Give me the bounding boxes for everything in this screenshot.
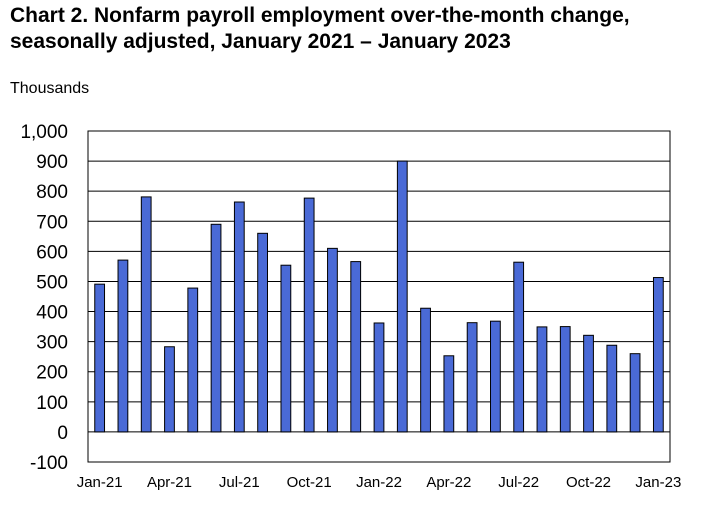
x-axis-tick-labels: Jan-21 Apr-21 Jul-21 Oct-21 Jan-22 Apr-22 Jul-… [77, 474, 682, 491]
bar: Jul-22 [513, 261, 525, 433]
bar: Sep-21 [280, 264, 292, 433]
bar: Dec-22 [629, 353, 641, 433]
bar: Mar-21 [140, 196, 152, 433]
bar: Jan-23 [652, 277, 664, 433]
x-tick-label: Oct-22 [566, 474, 611, 491]
bar: May-22 [466, 322, 478, 433]
x-tick-label: Jan-23 [635, 474, 681, 491]
x-tick-label: Apr-21 [147, 474, 192, 491]
x-tick-label: Jan-22 [356, 474, 402, 491]
chart-title-line-1: Chart 2. Nonfarm payroll employment over… [10, 4, 630, 27]
bar: Apr-22 [443, 355, 455, 433]
bar: Sep-22 [559, 326, 571, 433]
bar: Nov-22 [606, 344, 618, 433]
bar: Jun-22 [490, 320, 501, 433]
bar: Feb-22 [396, 160, 408, 433]
bar: Aug-22 [536, 326, 548, 433]
x-tick-label: Jul-22 [498, 474, 539, 491]
y-tick-label: 0 [57, 423, 68, 444]
bar: Oct-22 [583, 334, 594, 433]
bar: Aug-21 [257, 232, 268, 433]
x-tick-label: Jan-21 [77, 474, 123, 491]
x-tick-label: Oct-21 [287, 474, 332, 491]
y-tick-label: 800 [36, 182, 68, 203]
bar-series: Jan-21 Feb-21 Mar-21 Apr-21 May-21 Jun-21 Jul-… [94, 160, 664, 433]
bar: Feb-21 [117, 259, 129, 433]
y-tick-label: -100 [30, 453, 68, 474]
y-tick-label: 900 [36, 152, 68, 173]
bar: Nov-21 [327, 247, 338, 433]
bar: Jun-21 [210, 223, 222, 433]
y-tick-label: 600 [36, 242, 68, 263]
x-tick-label: Jul-21 [219, 474, 260, 491]
chart-title-line-2: seasonally adjusted, January 2021 – Janu… [10, 30, 511, 53]
y-tick-label: 700 [36, 212, 68, 233]
y-tick-label: 300 [36, 333, 68, 354]
y-tick-label: 100 [36, 393, 68, 414]
bar: May-21 [187, 287, 199, 433]
bar: Oct-21 [303, 197, 315, 433]
y-axis-unit-label: Thousands [10, 80, 90, 97]
bar: Mar-22 [420, 307, 431, 433]
bar: Jan-21 [94, 283, 106, 433]
plot-area-frame [87, 130, 671, 463]
bar: Apr-21 [164, 346, 175, 433]
y-tick-label: 500 [36, 272, 68, 293]
y-tick-label: 200 [36, 363, 68, 384]
bar: Jan-22 [373, 322, 385, 433]
x-tick-label: Apr-22 [426, 474, 471, 491]
chart-title: Chart 2. Nonfarm payroll employment over… [10, 3, 710, 55]
y-tick-label: 1,000 [20, 122, 68, 143]
y-axis-tick-labels: -100 0 100 200 300 400 500 600 700 800 900 1,000 [20, 122, 68, 474]
bar: Dec-21 [350, 261, 362, 433]
y-tick-label: 400 [36, 303, 68, 324]
bar: Jul-21 [233, 201, 245, 433]
